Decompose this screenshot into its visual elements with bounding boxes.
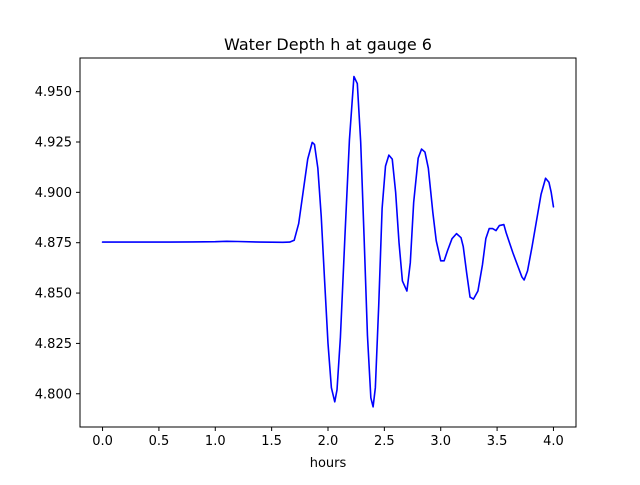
- x-tick-label: 2.5: [374, 434, 395, 449]
- x-tick-label: 1.5: [261, 434, 282, 449]
- x-axis: 0.0 0.5 1.0 1.5 2.0 2.5 3.0 3.5 4.0: [92, 427, 564, 449]
- chart-title: Water Depth h at gauge 6: [224, 35, 432, 54]
- x-axis-label: hours: [310, 456, 347, 471]
- x-tick-label: 3.5: [487, 434, 508, 449]
- x-tick-label: 0.5: [149, 434, 170, 449]
- x-tick-label: 1.0: [205, 434, 226, 449]
- y-tick-label: 4.825: [35, 337, 72, 352]
- y-tick-label: 4.900: [35, 186, 72, 201]
- y-tick-label: 4.875: [35, 236, 72, 251]
- y-tick-label: 4.800: [35, 387, 72, 402]
- y-tick-label: 4.950: [35, 85, 72, 100]
- x-tick-label: 4.0: [543, 434, 564, 449]
- x-tick-label: 0.0: [92, 434, 113, 449]
- y-axis: 4.800 4.825 4.850 4.875 4.900 4.925 4.950: [35, 85, 80, 402]
- y-tick-label: 4.925: [35, 135, 72, 150]
- series-line-0: [101, 75, 555, 408]
- x-tick-label: 3.0: [430, 434, 451, 449]
- y-tick-label: 4.850: [35, 287, 72, 302]
- x-tick-label: 2.0: [318, 434, 339, 449]
